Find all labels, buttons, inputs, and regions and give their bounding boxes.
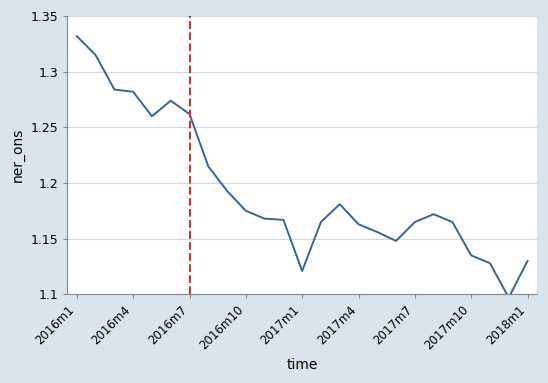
- Y-axis label: ner_ons: ner_ons: [11, 128, 25, 182]
- X-axis label: time: time: [287, 358, 318, 372]
